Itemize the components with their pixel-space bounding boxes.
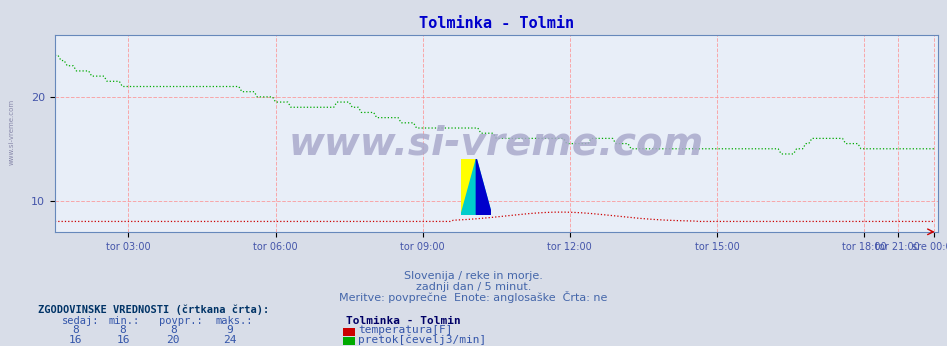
Text: min.:: min.:: [109, 316, 140, 326]
Text: 24: 24: [223, 335, 237, 345]
Text: temperatura[F]: temperatura[F]: [358, 325, 453, 335]
Text: 8: 8: [170, 325, 177, 335]
Text: 8: 8: [119, 325, 127, 335]
Polygon shape: [476, 159, 491, 215]
Text: www.si-vreme.com: www.si-vreme.com: [289, 124, 704, 162]
Text: 8: 8: [72, 325, 80, 335]
Text: 16: 16: [116, 335, 130, 345]
Polygon shape: [461, 159, 491, 215]
Text: pretok[čevelj3/min]: pretok[čevelj3/min]: [358, 334, 486, 345]
Text: 20: 20: [167, 335, 180, 345]
Polygon shape: [461, 159, 476, 215]
Title: Tolminka - Tolmin: Tolminka - Tolmin: [419, 16, 574, 31]
Text: 16: 16: [69, 335, 82, 345]
Text: Slovenija / reke in morje.: Slovenija / reke in morje.: [404, 271, 543, 281]
Text: maks.:: maks.:: [216, 316, 254, 326]
Text: povpr.:: povpr.:: [159, 316, 203, 326]
Text: www.si-vreme.com: www.si-vreme.com: [9, 98, 14, 165]
Text: zadnji dan / 5 minut.: zadnji dan / 5 minut.: [416, 282, 531, 292]
Text: ZGODOVINSKE VREDNOSTI (črtkana črta):: ZGODOVINSKE VREDNOSTI (črtkana črta):: [38, 304, 269, 315]
Text: 9: 9: [226, 325, 234, 335]
Text: Tolminka - Tolmin: Tolminka - Tolmin: [346, 316, 460, 326]
Text: Meritve: povprečne  Enote: anglosaške  Črta: ne: Meritve: povprečne Enote: anglosaške Črt…: [339, 291, 608, 303]
Text: sedaj:: sedaj:: [62, 316, 99, 326]
